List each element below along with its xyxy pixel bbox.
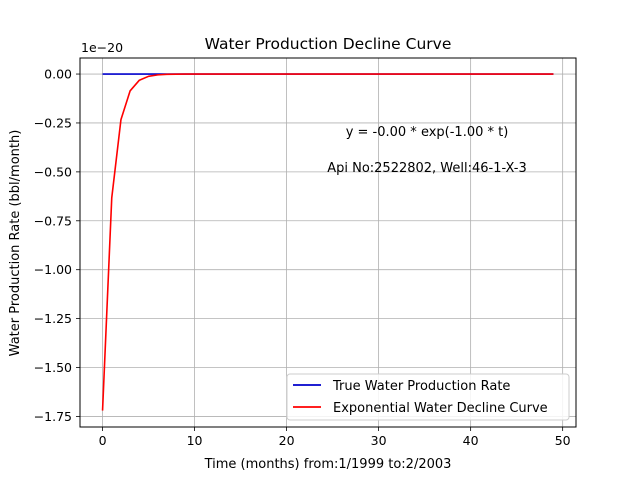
x-tick-label: 30 [371,433,387,448]
well-annotation: Api No:2522802, Well:46-1-X-3 [327,161,527,176]
legend-box [286,373,570,421]
x-axis-label: Time (months) from:1/1999 to:2/2003 [204,457,452,472]
y-offset-text: 1e−20 [81,40,123,55]
y-tick-label: −1.75 [34,409,72,424]
plot-frame [79,57,577,428]
y-tick-label: −1.50 [34,360,72,375]
series-layer [101,73,554,411]
y-axis-label: Water Production Rate (bbl/month) [8,130,23,357]
x-tick-label: 40 [463,433,479,448]
x-tick-label: 0 [99,433,107,448]
legend-label-decline-curve: Exponential Water Decline Curve [333,401,548,416]
y-tick-label: −0.50 [34,164,72,179]
x-tick-label: 10 [187,433,203,448]
chart-title: Water Production Decline Curve [205,35,452,53]
equation-annotation: y = -0.00 * exp(-1.00 * t) [346,125,509,140]
y-tick-label: −0.25 [34,115,72,130]
x-tick-label: 20 [279,433,295,448]
y-tick-label: −0.75 [34,213,72,228]
y-tick-label: −1.25 [34,311,72,326]
y-tick-label: −1.00 [34,262,72,277]
legend: True Water Production Rate Exponential W… [286,373,570,421]
ticks: 0 10 20 30 40 50 0.00 −0.25 −0.50 −0.75 −1.00 −1.25… [34,67,571,448]
y-tick-label: 0.00 [44,67,72,82]
legend-label-true-rate: True Water Production Rate [332,379,510,394]
x-tick-label: 50 [555,433,571,448]
decline-curve-line [101,73,554,411]
